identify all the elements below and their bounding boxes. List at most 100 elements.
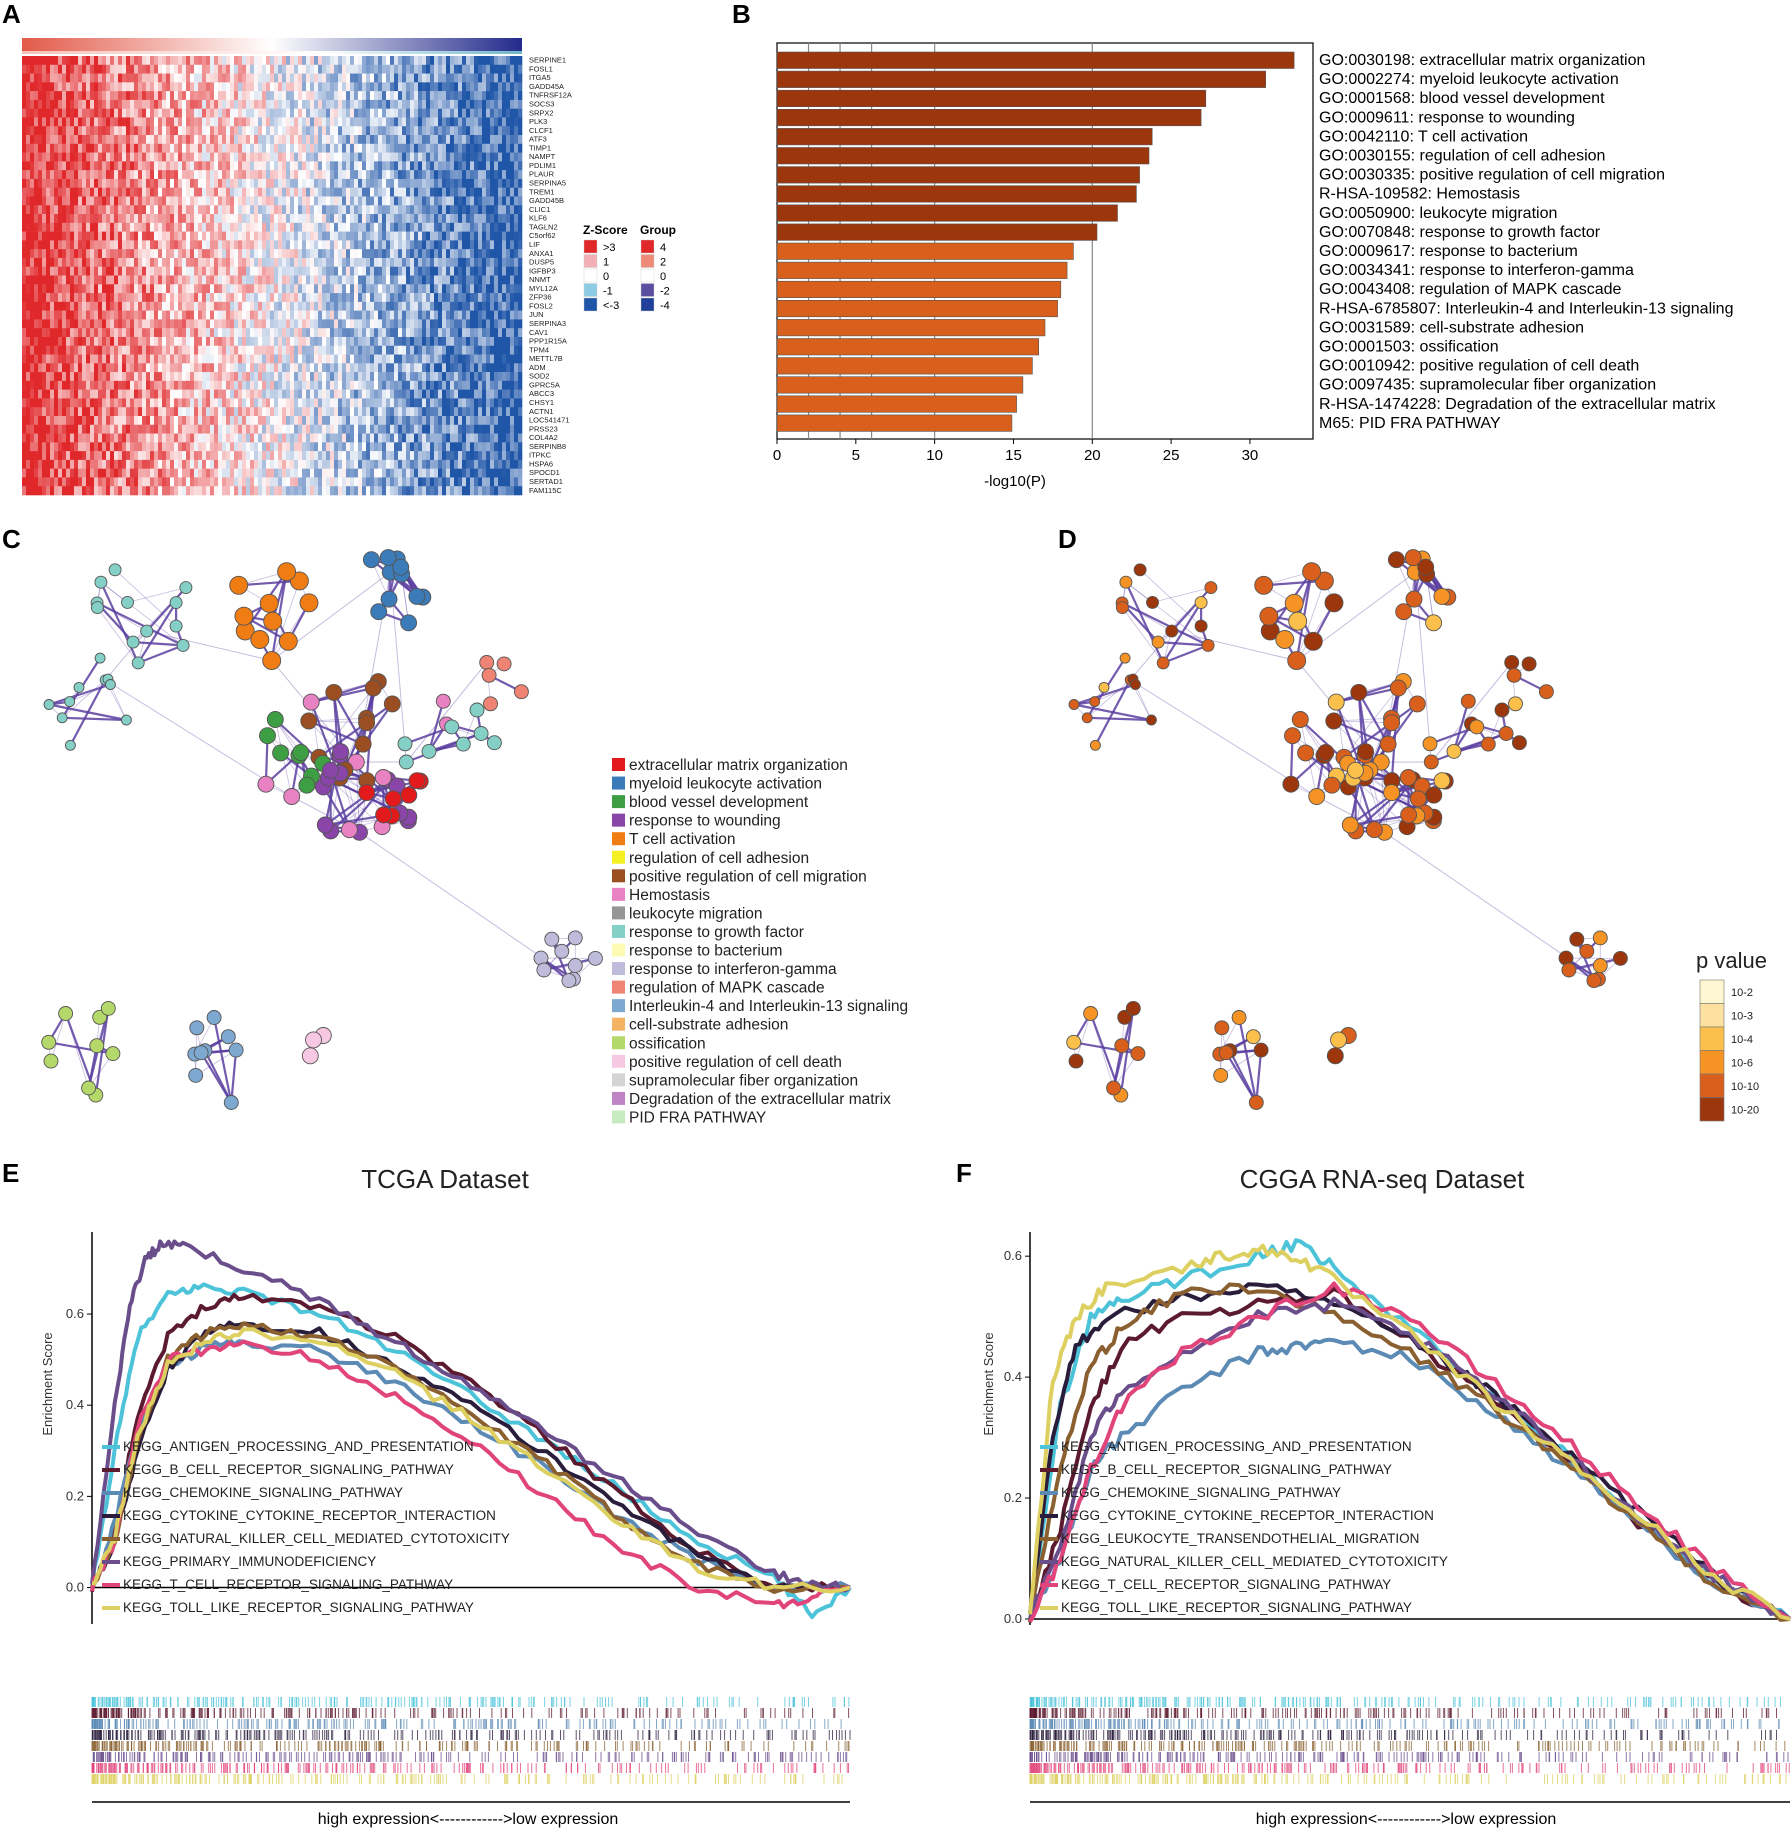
heatmap-cell xyxy=(182,161,187,171)
heatmap-cell xyxy=(54,468,59,478)
heatmap-cell xyxy=(38,415,43,426)
heatmap-cell xyxy=(86,91,91,101)
heatmap-cell xyxy=(234,301,239,311)
heatmap-cell xyxy=(366,64,371,74)
heatmap-cell xyxy=(362,398,367,408)
heatmap-cell xyxy=(330,99,335,109)
heatmap-cell xyxy=(134,301,139,311)
heatmap-cell xyxy=(242,196,247,206)
heatmap-cell xyxy=(402,284,407,294)
heatmap-cell xyxy=(414,117,419,127)
heatmap-cell xyxy=(262,108,267,118)
heatmap-cell xyxy=(390,257,395,268)
heatmap-cell xyxy=(254,64,259,74)
heatmap-cell xyxy=(282,319,287,329)
heatmap-cell xyxy=(242,477,247,487)
heatmap-cell xyxy=(218,336,223,347)
heatmap-cell xyxy=(22,345,27,355)
heatmap-cell xyxy=(174,372,179,382)
heatmap-cell xyxy=(274,257,279,268)
heatmap-cell xyxy=(410,108,415,118)
heatmap-cell xyxy=(54,64,59,74)
heatmap-cell xyxy=(398,328,403,338)
heatmap-cell xyxy=(306,231,311,241)
heatmap-cell xyxy=(286,275,291,285)
heatmap-cell xyxy=(110,468,115,478)
heatmap-cell xyxy=(106,187,111,197)
heatmap-cell xyxy=(58,310,63,320)
heatmap-cell xyxy=(314,126,319,136)
heatmap-cell xyxy=(146,231,151,241)
heatmap-cell xyxy=(218,152,223,162)
heatmap-cell xyxy=(378,99,383,109)
heatmap-cell xyxy=(410,266,415,276)
heatmap-cell xyxy=(70,407,75,417)
heatmap-cell xyxy=(98,336,103,347)
heatmap-cell xyxy=(290,143,295,153)
heatmap-cell xyxy=(34,117,39,127)
heatmap-cell xyxy=(134,459,139,469)
heatmap-cell xyxy=(310,310,315,320)
heatmap-cell xyxy=(414,257,419,268)
heatmap-cell xyxy=(46,372,51,382)
heatmap-cell xyxy=(246,301,251,311)
heatmap-cell xyxy=(22,424,27,434)
heatmap-cell xyxy=(82,275,87,285)
heatmap-cell xyxy=(322,108,327,118)
heatmap-cell xyxy=(282,433,287,443)
heatmap-cell xyxy=(78,389,83,399)
heatmap-cell xyxy=(286,135,291,145)
heatmap-cell xyxy=(346,407,351,417)
heatmap-cell xyxy=(322,178,327,188)
heatmap-cell xyxy=(114,161,119,171)
heatmap-cell xyxy=(286,222,291,232)
heatmap-cell xyxy=(298,442,303,452)
heatmap-cell xyxy=(330,328,335,338)
heatmap-cell xyxy=(118,214,123,224)
heatmap-cell xyxy=(238,442,243,452)
heatmap-cell xyxy=(286,372,291,382)
heatmap-cell xyxy=(30,257,35,268)
heatmap-cell xyxy=(262,442,267,452)
heatmap-cell xyxy=(170,442,175,452)
heatmap-cell xyxy=(386,91,391,101)
heatmap-cell xyxy=(390,486,395,496)
heatmap-cell xyxy=(162,477,167,487)
heatmap-cell xyxy=(74,293,79,303)
heatmap-cell xyxy=(102,99,107,109)
heatmap-cell xyxy=(310,459,315,469)
heatmap-cell xyxy=(138,143,143,153)
heatmap-cell xyxy=(370,266,375,276)
heatmap-cell xyxy=(34,196,39,206)
heatmap-cell xyxy=(94,126,99,136)
heatmap-cell xyxy=(390,82,395,92)
heatmap-cell xyxy=(230,117,235,127)
heatmap-cell xyxy=(146,64,151,74)
heatmap-cell xyxy=(298,214,303,224)
heatmap-cell xyxy=(70,310,75,320)
heatmap-cell xyxy=(286,424,291,434)
heatmap-cell xyxy=(34,56,39,66)
heatmap-cell xyxy=(26,56,31,66)
heatmap-cell xyxy=(82,407,87,417)
heatmap-cell xyxy=(70,205,75,215)
heatmap-cell xyxy=(82,143,87,153)
heatmap-cell xyxy=(46,301,51,311)
heatmap-cell xyxy=(254,433,259,443)
heatmap-cell xyxy=(250,117,255,127)
heatmap-cell xyxy=(306,126,311,136)
heatmap-cell xyxy=(146,433,151,443)
heatmap-cell xyxy=(286,117,291,127)
heatmap-cell xyxy=(394,205,399,215)
heatmap-cell xyxy=(238,389,243,399)
heatmap-cell xyxy=(254,319,259,329)
heatmap-cell xyxy=(166,91,171,101)
heatmap-cell xyxy=(418,336,423,347)
heatmap-cell xyxy=(210,178,215,188)
heatmap-cell xyxy=(378,345,383,355)
heatmap-cell xyxy=(142,415,147,426)
heatmap-cell xyxy=(342,451,347,461)
heatmap-cell xyxy=(150,82,155,92)
heatmap-cell xyxy=(330,459,335,469)
heatmap-cell xyxy=(334,486,339,496)
